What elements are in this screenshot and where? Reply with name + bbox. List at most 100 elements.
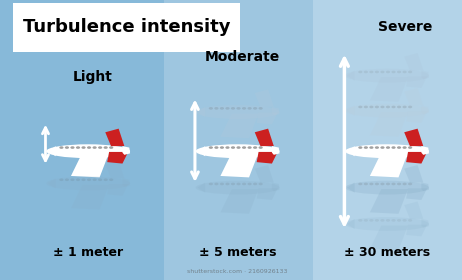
- Circle shape: [364, 219, 368, 222]
- Circle shape: [103, 146, 108, 149]
- Circle shape: [369, 71, 373, 73]
- Circle shape: [369, 183, 373, 185]
- Circle shape: [358, 219, 362, 222]
- Circle shape: [214, 107, 219, 110]
- Polygon shape: [48, 146, 56, 156]
- Circle shape: [237, 146, 241, 149]
- Polygon shape: [370, 225, 408, 250]
- Text: shutterstock.com · 2160926133: shutterstock.com · 2160926133: [187, 269, 288, 274]
- Circle shape: [375, 106, 379, 108]
- Circle shape: [237, 183, 241, 185]
- Circle shape: [242, 183, 246, 185]
- Polygon shape: [347, 106, 355, 116]
- Circle shape: [253, 107, 257, 110]
- Circle shape: [402, 183, 407, 185]
- Circle shape: [220, 183, 224, 185]
- Circle shape: [364, 146, 368, 149]
- Circle shape: [402, 71, 407, 73]
- Circle shape: [397, 219, 401, 222]
- Circle shape: [220, 146, 224, 149]
- Polygon shape: [347, 219, 355, 229]
- Circle shape: [81, 178, 85, 181]
- Polygon shape: [272, 107, 280, 116]
- Circle shape: [109, 178, 113, 181]
- Polygon shape: [71, 185, 109, 210]
- Circle shape: [397, 106, 401, 108]
- Circle shape: [76, 178, 80, 181]
- Circle shape: [408, 106, 412, 108]
- Ellipse shape: [195, 105, 280, 119]
- Ellipse shape: [46, 176, 130, 190]
- Polygon shape: [421, 106, 429, 114]
- FancyBboxPatch shape: [13, 3, 240, 52]
- Circle shape: [375, 183, 379, 185]
- Circle shape: [70, 178, 74, 181]
- Circle shape: [397, 71, 401, 73]
- Polygon shape: [255, 89, 274, 107]
- Text: Severe: Severe: [378, 20, 432, 34]
- Polygon shape: [404, 129, 423, 146]
- Circle shape: [231, 183, 235, 185]
- Circle shape: [386, 219, 390, 222]
- Circle shape: [87, 178, 91, 181]
- Polygon shape: [406, 152, 427, 164]
- Polygon shape: [257, 152, 278, 164]
- Polygon shape: [105, 129, 124, 146]
- Polygon shape: [370, 153, 408, 178]
- Circle shape: [253, 146, 257, 149]
- Circle shape: [248, 183, 252, 185]
- Circle shape: [242, 146, 246, 149]
- Circle shape: [225, 183, 230, 185]
- Circle shape: [391, 71, 395, 73]
- Circle shape: [98, 146, 102, 149]
- Circle shape: [375, 146, 379, 149]
- Circle shape: [209, 183, 213, 185]
- Circle shape: [386, 71, 390, 73]
- Circle shape: [65, 146, 69, 149]
- Circle shape: [391, 106, 395, 108]
- Circle shape: [364, 106, 368, 108]
- Circle shape: [380, 71, 384, 73]
- Circle shape: [231, 107, 235, 110]
- Polygon shape: [198, 183, 205, 193]
- Circle shape: [408, 146, 412, 149]
- Circle shape: [397, 183, 401, 185]
- Polygon shape: [48, 178, 56, 188]
- Circle shape: [81, 146, 85, 149]
- Circle shape: [358, 106, 362, 108]
- Bar: [13, 0, 164, 280]
- Circle shape: [364, 71, 368, 73]
- Polygon shape: [272, 183, 280, 191]
- Circle shape: [103, 178, 108, 181]
- Polygon shape: [198, 107, 205, 117]
- Polygon shape: [71, 153, 109, 178]
- Circle shape: [402, 219, 407, 222]
- Circle shape: [98, 178, 102, 181]
- Circle shape: [253, 183, 257, 185]
- Circle shape: [369, 106, 373, 108]
- Circle shape: [358, 183, 362, 185]
- Circle shape: [386, 183, 390, 185]
- Circle shape: [375, 71, 379, 73]
- Polygon shape: [404, 165, 423, 183]
- Ellipse shape: [345, 69, 429, 83]
- Polygon shape: [406, 76, 427, 88]
- Bar: [164, 0, 312, 280]
- Polygon shape: [257, 113, 278, 124]
- Circle shape: [209, 146, 213, 149]
- Ellipse shape: [345, 181, 429, 195]
- Polygon shape: [347, 183, 355, 193]
- Circle shape: [248, 146, 252, 149]
- Circle shape: [59, 146, 63, 149]
- Circle shape: [259, 183, 263, 185]
- Circle shape: [59, 178, 63, 181]
- Polygon shape: [404, 53, 423, 71]
- Text: ± 1 meter: ± 1 meter: [53, 246, 123, 258]
- Circle shape: [248, 107, 252, 110]
- Polygon shape: [255, 129, 274, 146]
- Polygon shape: [220, 189, 259, 214]
- Circle shape: [408, 183, 412, 185]
- Circle shape: [408, 219, 412, 222]
- Text: ± 30 meters: ± 30 meters: [344, 246, 430, 258]
- Polygon shape: [404, 88, 423, 106]
